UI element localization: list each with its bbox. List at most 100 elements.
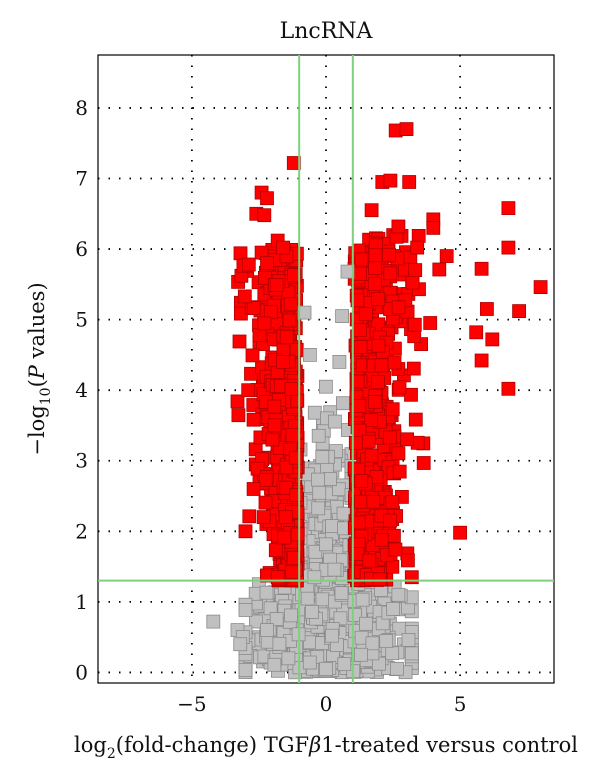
significant-point [385,402,400,417]
significant-point [283,297,298,312]
significant-point [285,428,300,443]
significant-point [269,278,284,293]
significant-point [485,332,500,347]
non-significant-point [238,663,253,677]
non-significant-point [325,628,339,643]
significant-point [407,317,422,332]
significant-point [241,257,256,272]
significant-point [501,201,516,216]
significant-point [354,474,369,489]
non-significant-point [307,405,322,420]
non-significant-point [335,309,350,324]
significant-point [383,513,398,528]
non-significant-point [327,562,342,577]
significant-point [256,510,271,525]
significant-point [501,240,516,255]
significant-point [287,268,302,283]
non-significant-point [404,646,419,661]
significant-point [232,334,247,349]
significant-point [351,515,366,530]
non-significant-point [337,657,352,671]
significant-point [392,464,407,479]
significant-point [391,300,406,315]
threshold-lines [98,55,554,683]
significant-point [512,304,526,319]
x-axis-label: log2(fold-change) TGFβ1-treated versus c… [74,733,578,762]
significant-point [474,261,489,276]
significant-point [404,570,419,585]
non-significant-point [359,616,373,631]
significant-point [353,266,367,281]
significant-point [366,494,381,509]
y-tick-label: 6 [75,237,88,261]
non-significant-point [385,646,400,661]
significant-point [351,462,366,477]
significant-point [258,495,273,510]
non-significant-point [272,636,287,651]
significant-point [374,533,389,547]
significant-point [237,289,252,304]
non-significant-point [269,612,284,626]
significant-point [383,173,398,188]
significant-point [267,399,282,414]
significant-point [533,280,548,295]
significant-point [260,256,274,271]
non-significant-point [332,354,347,369]
significant-point [408,412,423,427]
significant-point [391,446,406,461]
significant-point [439,249,454,264]
non-significant-point [340,264,355,279]
x-tick-label: 5 [454,692,467,716]
significant-point [367,277,382,292]
significant-point [386,528,401,543]
significant-point [257,316,272,331]
significant-point [402,175,417,189]
significant-point [406,361,421,376]
significant-point [400,432,415,447]
non-significant-point [304,605,319,619]
significant-point [353,340,368,355]
non-significant-point [319,662,333,676]
significant-point [432,262,447,277]
significant-point [388,542,403,557]
y-tick-label: 2 [75,519,88,543]
y-tick-label: 3 [75,449,88,473]
non-significant-point [302,655,317,670]
significant-point [285,565,300,580]
non-significant-point [311,472,325,487]
x-tick-label: 0 [320,692,333,716]
significant-point [265,432,280,447]
non-significant-point [259,585,274,600]
significant-point [238,524,253,539]
non-significant-point [281,651,296,666]
non-significant-point [315,450,330,465]
y-axis-label: −log10(P values) [25,282,54,455]
significant-point [385,495,400,510]
significant-point [289,488,304,502]
significant-point [411,228,426,243]
non-significant-point [315,592,330,607]
non-significant-point [248,614,263,629]
significant-point [276,240,291,255]
y-tick-label: 0 [75,660,88,684]
significant-point [286,156,301,170]
significant-point [288,450,303,465]
non-significant-point [353,647,368,662]
significant-point [399,122,414,136]
significant-point [368,261,383,276]
significant-point [354,494,368,509]
significant-point [260,191,274,206]
significant-point [267,418,282,433]
non-significant-point [260,623,274,637]
y-tick-label: 7 [75,166,88,190]
non-significant-point [335,396,350,411]
significant-point [354,252,369,267]
non-significant-point [233,637,248,652]
significant-point [268,543,283,558]
non-significant-point [325,519,340,533]
non-significant-point [302,347,317,362]
significant-point [352,399,367,414]
y-tick-label: 5 [75,308,88,332]
significant-point [242,509,257,524]
significant-point [350,293,365,308]
